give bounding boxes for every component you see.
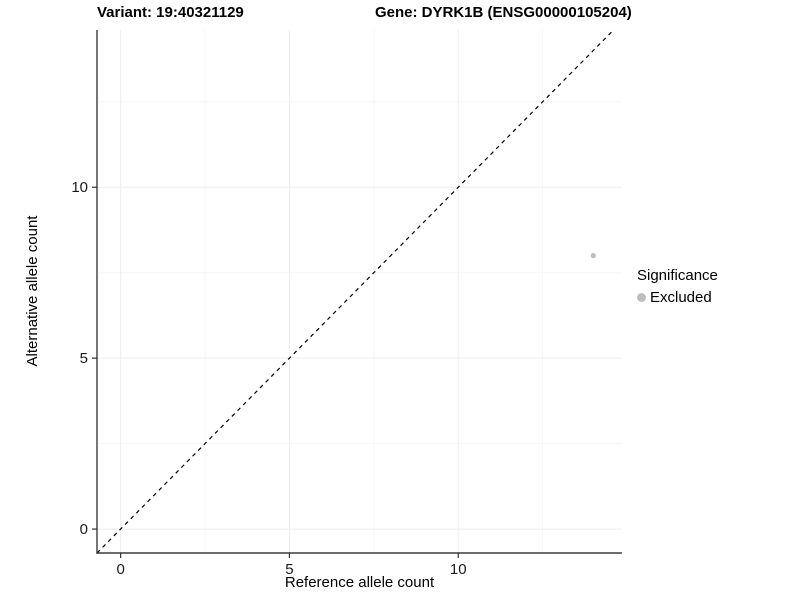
legend-entry-label: Excluded bbox=[650, 289, 712, 306]
x-tick-label: 5 bbox=[285, 561, 293, 578]
y-tick-label: 10 bbox=[71, 179, 88, 196]
legend-point-icon bbox=[637, 293, 646, 302]
data-point bbox=[590, 253, 596, 259]
plot-title-variant: Variant: 19:40321129 bbox=[97, 4, 244, 21]
legend: Significance Excluded bbox=[637, 267, 718, 306]
x-tick-label: 0 bbox=[116, 561, 124, 578]
y-tick-label: 0 bbox=[80, 521, 88, 538]
y-axis-title: Alternative allele count bbox=[24, 215, 41, 367]
identity-dashed-line bbox=[96, 29, 614, 554]
x-tick-label: 10 bbox=[450, 561, 467, 578]
x-axis-title: Reference allele count bbox=[284, 574, 435, 591]
plot-title-gene: Gene: DYRK1B (ENSG00000105204) bbox=[375, 4, 632, 21]
legend-title: Significance bbox=[637, 267, 718, 284]
y-tick-label: 5 bbox=[80, 350, 88, 367]
legend-entry-excluded: Excluded bbox=[637, 289, 718, 306]
